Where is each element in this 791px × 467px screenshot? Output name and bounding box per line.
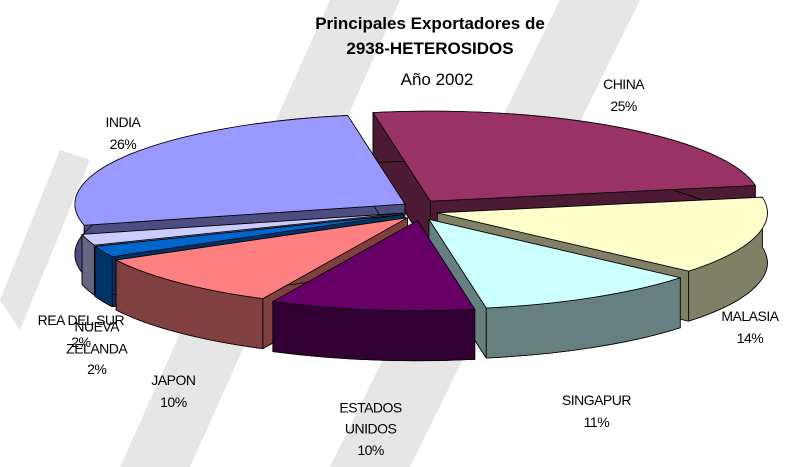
category-label: NUEVA ZELANDA xyxy=(66,318,128,356)
slice-top xyxy=(115,217,408,300)
slice-top xyxy=(81,212,404,246)
slice-top xyxy=(74,115,406,226)
value-label: 11% xyxy=(583,414,610,431)
chart-title: Principales Exportadores de 2938-HETEROS… xyxy=(315,14,545,58)
value-label: 2% xyxy=(87,361,107,378)
slice-top xyxy=(272,220,476,312)
pie xyxy=(74,110,768,362)
value-label: 26% xyxy=(109,136,137,153)
slice-top xyxy=(428,218,681,309)
slice-top xyxy=(436,196,768,272)
category-label: INDIA xyxy=(105,114,141,131)
slice-top xyxy=(372,110,756,202)
category-label: CHINA xyxy=(603,76,645,93)
value-label: 10% xyxy=(357,442,384,459)
category-label: JAPON xyxy=(151,371,196,388)
slice xyxy=(272,220,476,362)
value-label: 14% xyxy=(736,329,764,346)
value-label: 25% xyxy=(610,98,637,115)
category-label: REA DEL SUR xyxy=(37,312,125,329)
value-label: 2% xyxy=(71,334,91,351)
chart-subtitle: Año 2002 xyxy=(400,70,474,89)
category-label: MALASIA xyxy=(721,307,779,324)
slice-top xyxy=(94,214,405,258)
category-label: ESTADOS UNIDOS xyxy=(339,398,402,437)
category-label: SINGAPUR xyxy=(561,392,632,409)
value-label: 10% xyxy=(160,393,187,410)
